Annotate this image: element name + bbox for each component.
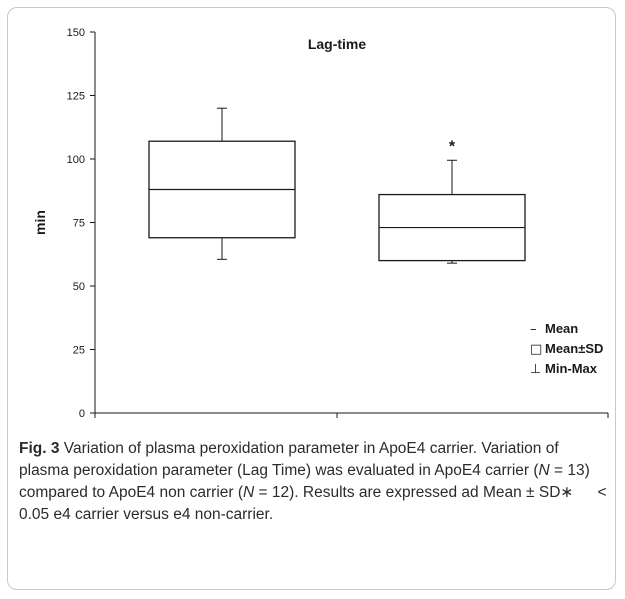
legend-symbol: – [530,322,537,337]
caption-body-1: Variation of plasma peroxidation paramet… [19,440,559,479]
x-category-label: ApoE4 non carrier [161,427,283,430]
y-tick-label: 125 [67,91,85,103]
legend-symbol: ⊥ [530,362,541,377]
y-tick-label: 75 [73,218,85,230]
y-tick-label: 50 [73,281,85,293]
figure-frame [7,7,616,590]
legend-label: Mean [545,321,578,336]
legend-label: Min-Max [545,361,598,376]
figure-label: Fig. 3 [19,440,60,457]
y-tick-label: 100 [67,154,85,166]
significance-marker: * [449,138,456,155]
y-axis-title: min [32,210,48,235]
chart-title: Lag-time [308,36,367,52]
y-tick-label: 25 [73,345,85,357]
caption-title: Variation of plasma peroxidation paramet… [63,440,478,457]
caption-n-carrier: = 13) compared to ApoE4 non carrier ( [19,462,590,501]
y-tick-label: 150 [67,27,85,39]
caption-n-noncarrier: = 12). Results are expressed ad Mean ± S… [19,484,607,523]
figure-caption: Fig. 3 Variation of plasma peroxidation … [19,438,609,526]
x-category-label: ApoE4 carrier [406,427,498,430]
legend-symbol: □ [530,342,542,357]
n-symbol-noncarrier: N [243,484,255,501]
legend-label: Mean±SD [545,341,603,356]
n-symbol-carrier: N [538,462,550,479]
box-plot-chart: 0 25 50 75 100 125 150 min Lag-time ApoE4 non car… [32,27,609,430]
y-tick-label: 0 [79,408,85,420]
